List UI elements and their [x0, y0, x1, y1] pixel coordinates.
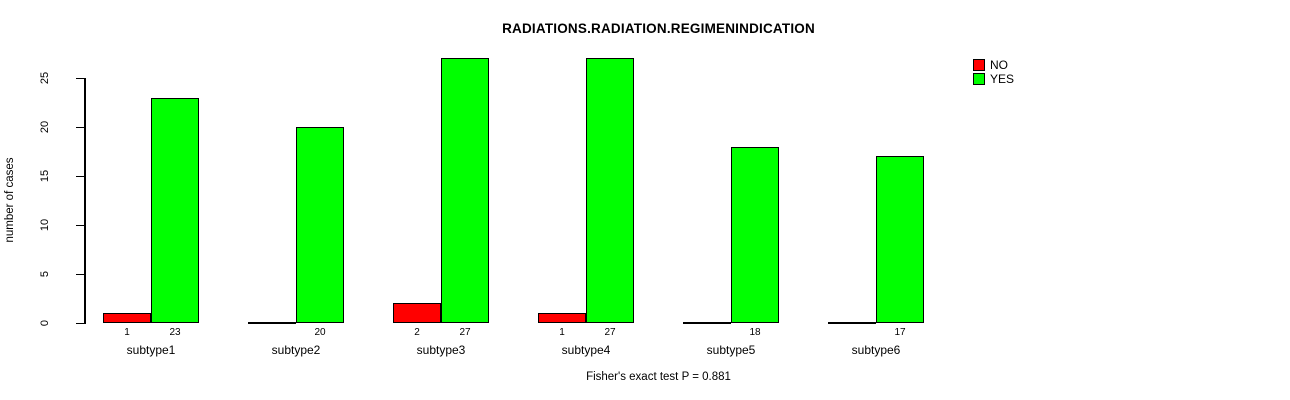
bar-yes-subtype1: [151, 97, 199, 323]
bar-yes-subtype6: [876, 156, 924, 323]
bar-yes-subtype5: [731, 146, 779, 323]
y-tick-label: 5: [39, 270, 51, 278]
x-category-label: subtype2: [271, 343, 321, 357]
legend: NO YES: [973, 58, 1014, 86]
bar-value-label: 27: [604, 327, 616, 338]
legend-label-no: NO: [990, 58, 1008, 72]
legend-label-yes: YES: [990, 72, 1015, 86]
y-axis-line: [84, 78, 86, 324]
chart-title: RADIATIONS.RADIATION.REGIMENINDICATION: [502, 21, 815, 36]
bar-value-label: 23: [169, 327, 181, 338]
y-tick: [76, 224, 84, 226]
bar-no-subtype2: [248, 322, 296, 324]
x-category-label: subtype1: [126, 343, 176, 357]
bar-value-label: 18: [749, 327, 761, 338]
bar-yes-subtype4: [586, 58, 634, 323]
bar-no-subtype1: [103, 313, 151, 323]
x-category-label: subtype6: [851, 343, 901, 357]
bar-no-subtype4: [538, 313, 586, 323]
bar-value-label: 1: [124, 327, 130, 338]
y-tick: [76, 126, 84, 128]
legend-swatch-yes-icon: [973, 73, 985, 85]
bar-value-label: 17: [894, 327, 906, 338]
legend-swatch-no-icon: [973, 59, 985, 71]
y-tick-label: 15: [39, 169, 51, 183]
legend-item-yes: YES: [973, 72, 1014, 86]
y-axis-label: number of cases: [4, 157, 16, 243]
x-category-label: subtype5: [706, 343, 756, 357]
bar-no-subtype6: [828, 322, 876, 324]
bar-value-label: 1: [559, 327, 565, 338]
footer-stat-text: Fisher's exact test P = 0.881: [586, 371, 731, 383]
x-category-label: subtype4: [561, 343, 611, 357]
bar-yes-subtype3: [441, 58, 489, 323]
y-tick-label: 20: [39, 120, 51, 134]
bar-value-label: 20: [314, 327, 326, 338]
bar-value-label: 27: [459, 327, 471, 338]
y-tick-label: 25: [39, 71, 51, 85]
y-tick: [76, 273, 84, 275]
x-category-label: subtype3: [416, 343, 466, 357]
bar-yes-subtype2: [296, 127, 344, 323]
bar-no-subtype5: [683, 322, 731, 324]
y-tick: [76, 175, 84, 177]
bar-value-label: 2: [414, 327, 420, 338]
y-tick-label: 10: [39, 218, 51, 232]
y-tick-label: 0: [39, 319, 51, 327]
y-tick: [76, 77, 84, 79]
legend-item-no: NO: [973, 58, 1014, 72]
bar-no-subtype3: [393, 303, 441, 323]
y-tick: [76, 322, 84, 324]
